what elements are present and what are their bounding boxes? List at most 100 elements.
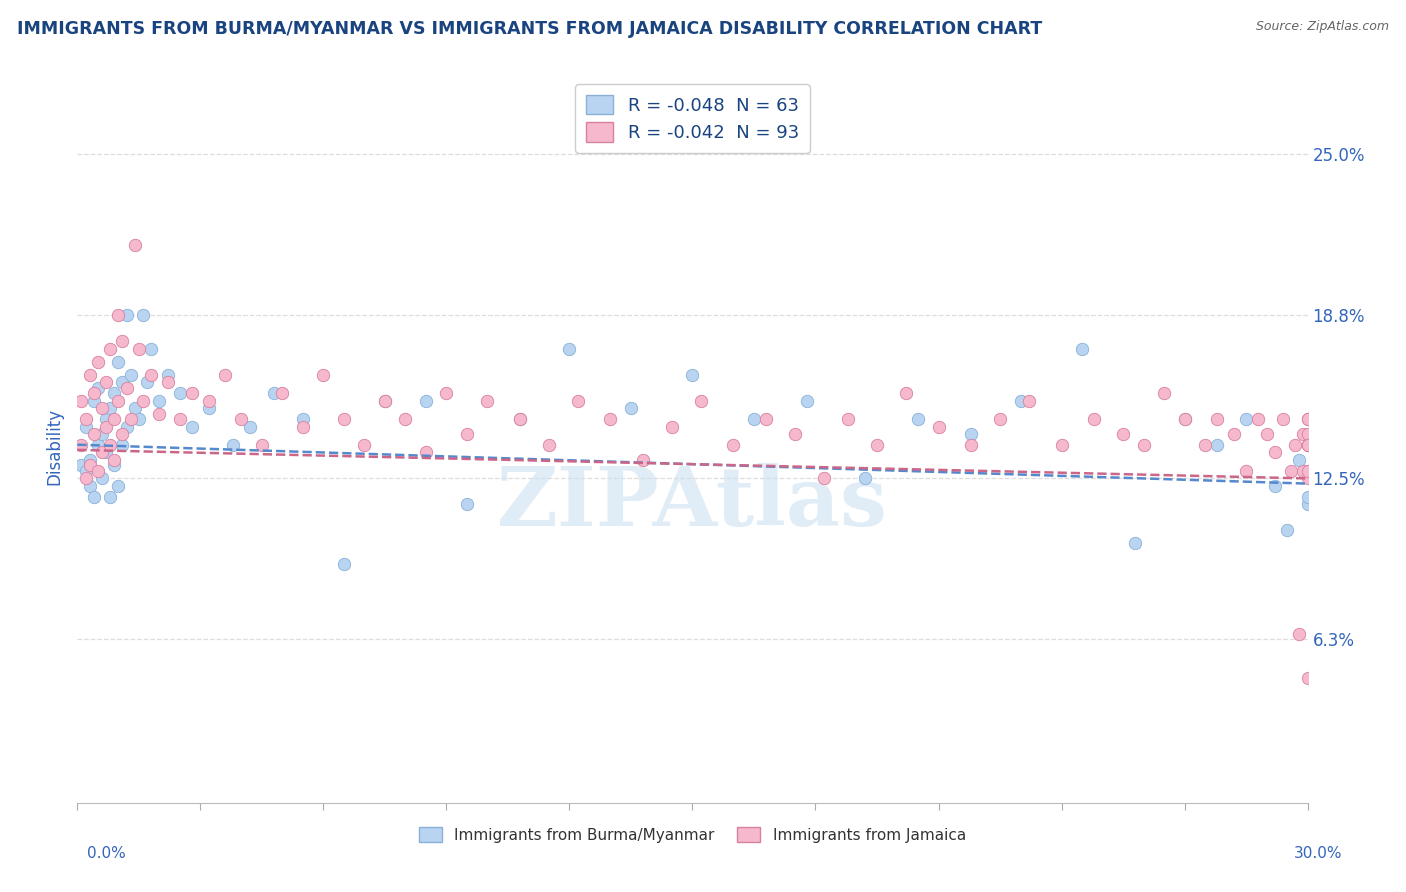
Point <box>70 458 93 473</box>
Point <box>75 464 97 478</box>
Point <box>94 376 117 390</box>
Point <box>98 490 121 504</box>
Point <box>374 393 396 408</box>
Point <box>477 393 499 408</box>
Point <box>120 368 142 382</box>
Point <box>128 342 150 356</box>
Text: IMMIGRANTS FROM BURMA/MYANMAR VS IMMIGRANTS FROM JAMAICA DISABILITY CORRELATION : IMMIGRANTS FROM BURMA/MYANMAR VS IMMIGRA… <box>17 20 1042 37</box>
Point <box>103 453 125 467</box>
Point <box>415 393 437 408</box>
Point <box>79 479 101 493</box>
Legend: Immigrants from Burma/Myanmar, Immigrants from Jamaica: Immigrants from Burma/Myanmar, Immigrant… <box>413 821 972 848</box>
Point <box>1264 479 1286 493</box>
Point <box>83 427 105 442</box>
Point <box>353 438 375 452</box>
Point <box>169 385 191 400</box>
Point <box>1234 464 1257 478</box>
Point <box>111 438 134 452</box>
Point <box>79 458 101 473</box>
Point <box>132 308 155 322</box>
Point <box>866 438 889 452</box>
Point <box>312 368 335 382</box>
Point <box>1275 524 1298 538</box>
Point <box>509 411 531 425</box>
Point <box>263 385 285 400</box>
Point <box>1288 453 1310 467</box>
Point <box>148 407 170 421</box>
Point <box>620 401 643 416</box>
Point <box>755 411 778 425</box>
Y-axis label: Disability: Disability <box>45 408 63 484</box>
Point <box>291 411 314 425</box>
Point <box>1234 411 1257 425</box>
Point <box>988 411 1011 425</box>
Point <box>141 368 163 382</box>
Point <box>107 308 129 322</box>
Text: 30.0%: 30.0% <box>1295 846 1343 861</box>
Point <box>960 438 983 452</box>
Point <box>928 419 950 434</box>
Point <box>567 393 589 408</box>
Point <box>79 453 101 467</box>
Point <box>87 464 110 478</box>
Point <box>742 411 765 425</box>
Point <box>907 411 929 425</box>
Point <box>87 354 110 368</box>
Point <box>1194 438 1216 452</box>
Point <box>94 445 117 459</box>
Point <box>661 419 683 434</box>
Point <box>1247 411 1270 425</box>
Point <box>141 342 163 356</box>
Point <box>894 385 917 400</box>
Point <box>231 411 253 425</box>
Point <box>537 438 560 452</box>
Point <box>169 411 191 425</box>
Point <box>111 376 134 390</box>
Point <box>103 458 125 473</box>
Point <box>124 401 146 416</box>
Point <box>1272 411 1295 425</box>
Point <box>70 393 93 408</box>
Point <box>1279 464 1302 478</box>
Point <box>1050 438 1073 452</box>
Point <box>197 393 219 408</box>
Point <box>1132 438 1154 452</box>
Point <box>79 368 101 382</box>
Point <box>1206 438 1229 452</box>
Point <box>94 419 117 434</box>
Point <box>136 376 159 390</box>
Point <box>90 401 114 416</box>
Text: Source: ZipAtlas.com: Source: ZipAtlas.com <box>1256 20 1389 33</box>
Point <box>1256 427 1278 442</box>
Point <box>1018 393 1040 408</box>
Text: 0.0%: 0.0% <box>87 846 127 861</box>
Point <box>214 368 236 382</box>
Point <box>98 438 121 452</box>
Point <box>1296 471 1319 485</box>
Point <box>1292 427 1315 442</box>
Point <box>333 557 356 571</box>
Point <box>1010 393 1032 408</box>
Point <box>87 438 110 452</box>
Point <box>98 342 121 356</box>
Point <box>75 419 97 434</box>
Point <box>796 393 818 408</box>
Point <box>120 411 142 425</box>
Point <box>115 419 138 434</box>
Point <box>837 411 859 425</box>
Point <box>124 238 146 252</box>
Point <box>813 471 835 485</box>
Point <box>70 438 93 452</box>
Point <box>111 427 134 442</box>
Point <box>1206 411 1229 425</box>
Point <box>723 438 745 452</box>
Point <box>90 471 114 485</box>
Point <box>1296 427 1319 442</box>
Point <box>1296 464 1319 478</box>
Point <box>181 419 204 434</box>
Point <box>181 385 204 400</box>
Point <box>1296 438 1319 452</box>
Point <box>107 393 129 408</box>
Point <box>436 385 458 400</box>
Point <box>415 445 437 459</box>
